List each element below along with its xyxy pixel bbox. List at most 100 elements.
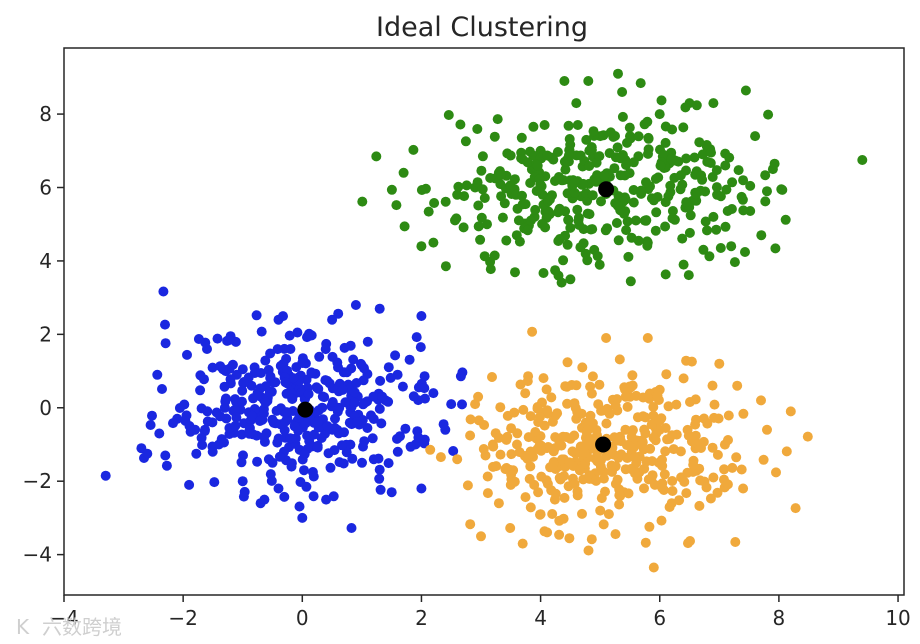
cluster-3-point: [707, 380, 718, 391]
cluster-3-point: [732, 380, 743, 391]
cluster-1-point: [374, 473, 385, 484]
cluster-1-point: [419, 383, 430, 394]
cluster-1-point: [362, 423, 373, 433]
cluster-2-point: [571, 98, 582, 109]
cluster-1-point: [337, 384, 348, 395]
cluster-3-point: [650, 435, 661, 446]
cluster-2-point: [643, 133, 654, 144]
cluster-3-point: [696, 443, 706, 453]
cluster-1-point: [348, 354, 359, 365]
cluster-1-point: [244, 428, 255, 439]
cluster-1-point: [419, 438, 430, 449]
cluster-2-point: [628, 157, 639, 168]
cluster-3-point: [727, 462, 738, 473]
cluster-2-point: [371, 151, 382, 162]
cluster-2-point: [715, 243, 726, 253]
cluster-2-point: [485, 264, 496, 275]
cluster-1-point: [237, 476, 248, 487]
cluster-3-point: [487, 372, 497, 382]
cluster-3-point: [452, 454, 463, 465]
x-tick-label: −4: [49, 606, 78, 630]
centroid-point: [598, 181, 615, 198]
cluster-2-point: [489, 131, 500, 142]
cluster-3-point: [714, 358, 725, 369]
cluster-1-point: [337, 440, 347, 451]
cluster-1-point: [160, 319, 170, 330]
cluster-1-point: [157, 384, 167, 394]
x-tick-label: 6: [653, 606, 666, 630]
cluster-3-point: [614, 499, 625, 510]
cluster-2-point: [621, 225, 632, 236]
cluster-1-point: [286, 458, 297, 469]
cluster-2-point: [680, 102, 691, 113]
cluster-3-point: [425, 444, 436, 455]
cluster-2-point: [496, 170, 506, 180]
cluster-3-point: [587, 418, 598, 429]
cluster-3-point: [602, 403, 613, 414]
cluster-3-point: [621, 440, 632, 451]
cluster-1-point: [160, 338, 171, 349]
cluster-2-point: [622, 216, 633, 227]
cluster-1-point: [338, 458, 349, 469]
cluster-2-point: [720, 221, 731, 232]
cluster-1-point: [368, 391, 379, 402]
cluster-3-point: [738, 483, 749, 494]
cluster-2-point: [408, 144, 419, 155]
cluster-1-point: [219, 437, 229, 448]
cluster-2-point: [654, 109, 665, 120]
x-tick-label: 0: [296, 606, 309, 630]
cluster-1-point: [215, 411, 225, 422]
cluster-2-point: [660, 121, 671, 132]
cluster-2-point: [461, 180, 472, 191]
cluster-1-point: [265, 371, 276, 382]
cluster-3-point: [541, 384, 552, 395]
cluster-1-point: [246, 410, 257, 421]
cluster-3-point: [652, 390, 663, 401]
cluster-3-point: [690, 394, 701, 405]
cluster-3-point: [623, 488, 634, 499]
cluster-1-point: [312, 442, 323, 453]
cluster-2-point: [534, 174, 545, 185]
y-tick-label: 4: [39, 249, 52, 273]
cluster-2-point: [587, 190, 598, 201]
cluster-1-point: [415, 342, 426, 353]
cluster-2-point: [443, 110, 454, 120]
cluster-1-point: [324, 378, 335, 389]
cluster-2-point: [617, 87, 628, 97]
cluster-1-point: [308, 471, 319, 482]
cluster-3-point: [520, 388, 531, 399]
cluster-2-point: [642, 116, 653, 127]
cluster-3-point: [586, 534, 597, 545]
cluster-3-point: [524, 473, 535, 484]
cluster-1-point: [301, 481, 312, 492]
cluster-1-point: [227, 359, 238, 370]
cluster-3-point: [593, 399, 604, 410]
cluster-3-point: [493, 498, 504, 509]
cluster-1-point: [448, 446, 459, 456]
cluster-1-point: [290, 433, 301, 444]
cluster-1-point: [367, 433, 378, 444]
cluster-2-point: [659, 150, 670, 160]
cluster-3-point: [622, 401, 633, 412]
cluster-2-point: [522, 157, 533, 168]
cluster-2-point: [514, 236, 525, 247]
cluster-2-point: [398, 167, 409, 178]
cluster-3-point: [598, 473, 609, 484]
cluster-3-point: [771, 467, 781, 478]
cluster-2-point: [563, 150, 574, 161]
cluster-1-point: [408, 391, 419, 402]
cluster-2-point: [738, 175, 749, 186]
cluster-1-point: [279, 491, 290, 502]
cluster-3-point: [678, 373, 689, 384]
cluster-1-point: [397, 381, 408, 392]
cluster-3-point: [667, 476, 678, 486]
cluster-1-point: [152, 369, 163, 380]
cluster-2-point: [459, 191, 470, 202]
cluster-3-point: [506, 449, 517, 460]
cluster-3-point: [683, 430, 694, 441]
cluster-3-point: [491, 461, 502, 472]
cluster-2-point: [516, 132, 527, 143]
cluster-3-point: [627, 370, 638, 381]
cluster-3-point: [493, 432, 504, 443]
